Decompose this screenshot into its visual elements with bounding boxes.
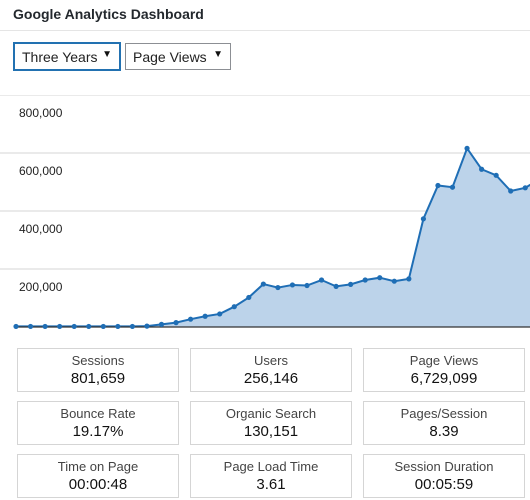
y-tick-label: 600,000 (19, 164, 63, 178)
stat-card-session-duration: Session Duration 00:05:59 (363, 454, 525, 498)
stat-label: Session Duration (394, 459, 494, 474)
data-point[interactable] (115, 323, 121, 330)
metric-select[interactable]: Page Views ▼ (125, 43, 231, 70)
y-tick-label: 200,000 (19, 280, 63, 294)
data-point[interactable] (231, 304, 237, 310)
y-tick-label: 400,000 (19, 222, 63, 236)
data-point[interactable] (391, 278, 397, 284)
data-point[interactable] (318, 277, 325, 283)
data-point[interactable] (158, 321, 165, 327)
dropdown-arrow-icon: ▼ (102, 49, 112, 60)
area-fill (16, 148, 530, 327)
panel-header: Google Analytics Dashboard (0, 0, 530, 31)
panel-title: Google Analytics Dashboard (13, 6, 204, 22)
data-point[interactable] (479, 166, 485, 172)
date-range-select[interactable]: Three Years ▼ (14, 43, 120, 70)
data-point[interactable] (202, 313, 208, 319)
stat-card-users: Users 256,146 (190, 348, 352, 392)
dropdown-arrow-icon: ▼ (213, 49, 223, 60)
stat-value: 3.61 (256, 476, 286, 493)
stat-value: 8.39 (429, 423, 459, 440)
stat-label: Sessions (71, 353, 125, 368)
y-tick-label: 800,000 (19, 106, 63, 120)
data-point[interactable] (86, 323, 92, 330)
stat-card-page-load-time: Page Load Time 3.61 (190, 454, 352, 498)
data-point[interactable] (493, 172, 499, 178)
stat-label: Page Load Time (223, 459, 319, 474)
data-point[interactable] (57, 323, 63, 330)
stat-card-pages-per-session: Pages/Session 8.39 (363, 401, 525, 445)
date-range-value: Three Years (22, 49, 98, 65)
data-point[interactable] (188, 316, 194, 322)
metric-value: Page Views (133, 49, 207, 65)
stat-value: 6,729,099 (410, 370, 478, 387)
stat-label: Page Views (409, 353, 479, 368)
stat-card-time-on-page: Time on Page 00:00:48 (17, 454, 179, 498)
data-point[interactable] (406, 276, 412, 282)
data-point[interactable] (275, 284, 281, 291)
stat-card-organic-search: Organic Search 130,151 (190, 401, 352, 445)
data-point[interactable] (100, 323, 106, 330)
stat-card-bounce-rate: Bounce Rate 19.17% (17, 401, 179, 445)
page-views-chart: 800,000 600,000 400,000 200,000 (0, 95, 530, 330)
data-point[interactable] (464, 145, 470, 151)
stat-value: 00:00:48 (68, 476, 128, 493)
data-point[interactable] (71, 323, 77, 330)
stat-label: Bounce Rate (60, 406, 136, 421)
data-point[interactable] (173, 320, 179, 326)
data-point[interactable] (304, 282, 310, 289)
data-point[interactable] (217, 311, 223, 317)
data-point[interactable] (246, 294, 252, 301)
data-point[interactable] (333, 283, 339, 289)
stat-label: Users (254, 353, 288, 368)
data-point[interactable] (449, 184, 456, 190)
data-point[interactable] (435, 182, 441, 189)
data-point[interactable] (420, 216, 426, 222)
data-point[interactable] (522, 185, 528, 191)
stat-label: Time on Page (57, 459, 139, 474)
data-point[interactable] (377, 275, 383, 281)
data-point[interactable] (129, 323, 135, 330)
stat-card-sessions: Sessions 801,659 (17, 348, 179, 392)
data-point[interactable] (42, 323, 48, 330)
stat-card-page-views: Page Views 6,729,099 (363, 348, 525, 392)
data-point[interactable] (348, 281, 354, 287)
data-point[interactable] (362, 277, 368, 283)
stat-value: 130,151 (243, 423, 299, 440)
data-point[interactable] (13, 323, 19, 330)
stat-label: Organic Search (225, 406, 317, 421)
stat-value: 801,659 (70, 370, 126, 387)
stat-value: 19.17% (72, 423, 124, 440)
stat-label: Pages/Session (400, 406, 488, 421)
data-point[interactable] (144, 323, 150, 329)
data-point[interactable] (260, 281, 266, 287)
data-point[interactable] (508, 188, 514, 194)
stat-value: 00:05:59 (414, 476, 474, 493)
data-point[interactable] (27, 323, 34, 330)
stat-value: 256,146 (243, 370, 299, 387)
data-point[interactable] (289, 282, 296, 288)
